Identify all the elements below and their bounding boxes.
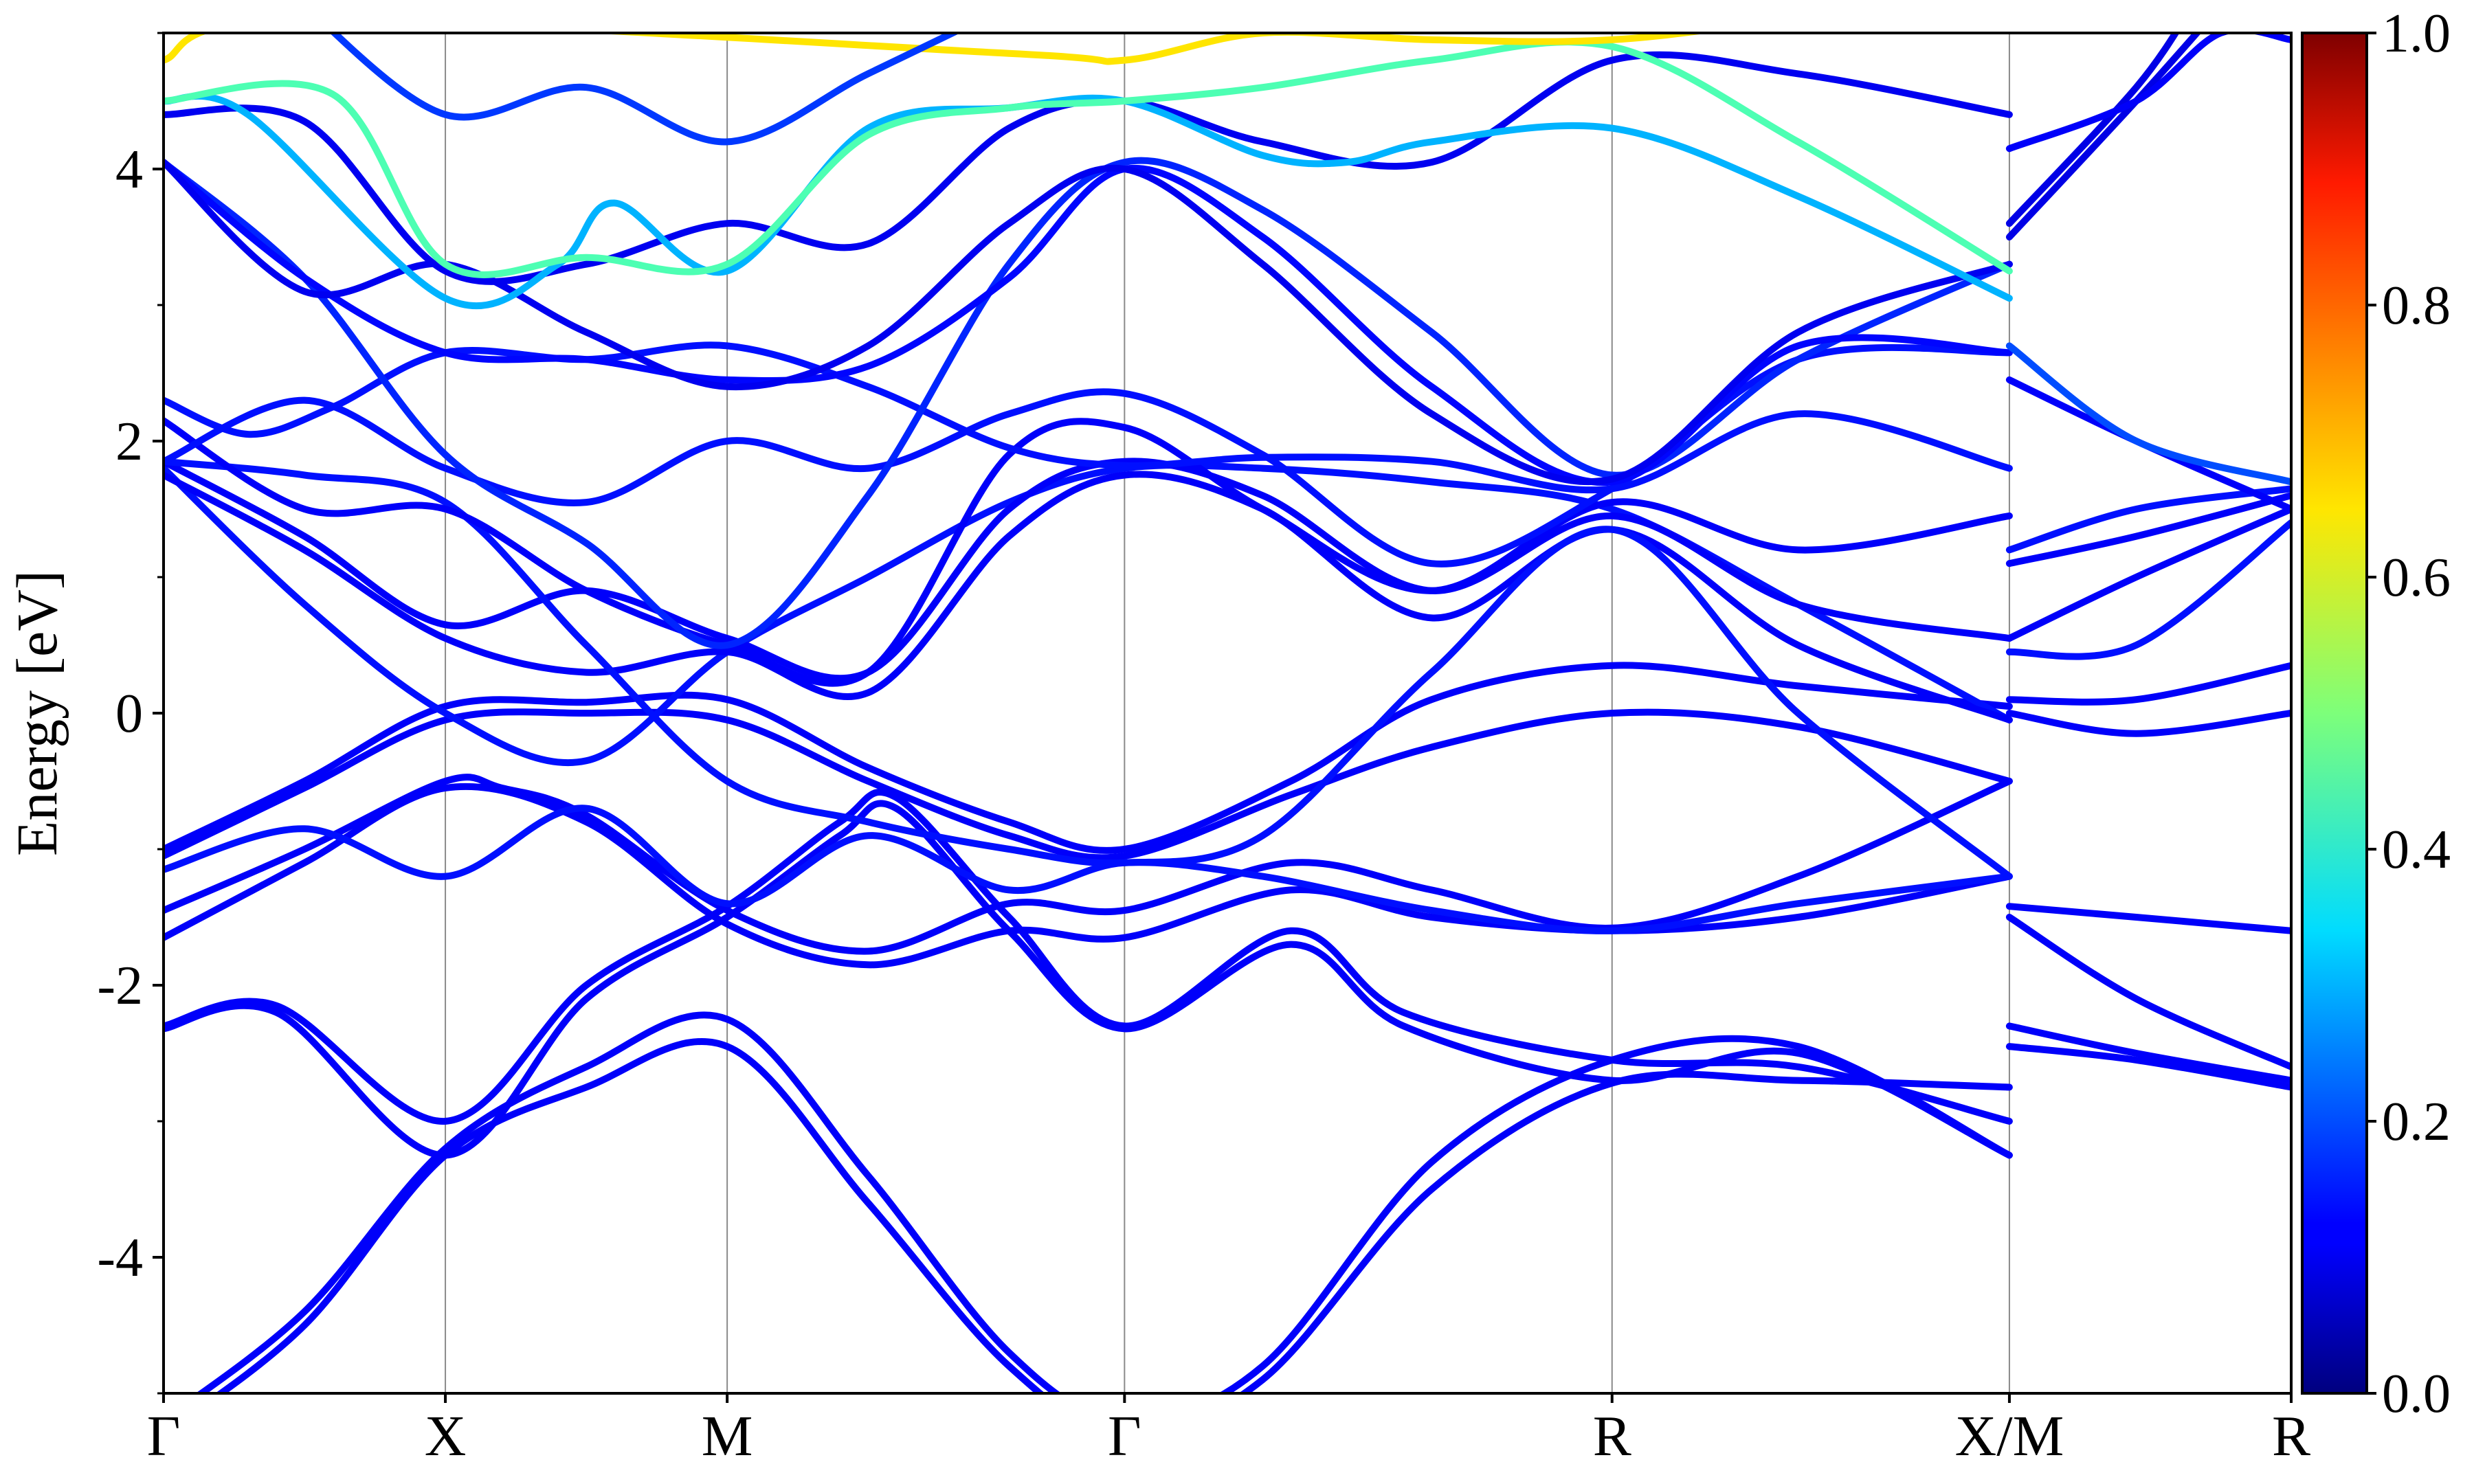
y-tick-label: -4 [97, 1228, 143, 1288]
colorbar-tick-label: 0.6 [2382, 548, 2451, 608]
band-line [164, 341, 2013, 494]
colorbar-tick-label: 0.8 [2382, 276, 2451, 336]
kpoint-label: M [702, 1404, 753, 1468]
band-line [215, 1037, 2013, 1393]
band-line [2005, 662, 2291, 706]
y-axis-label: Energy [eV] [5, 570, 69, 856]
kpoint-label: Γ [147, 1404, 181, 1468]
band-line [164, 471, 2013, 723]
kpoint-label: X [425, 1404, 467, 1468]
bands-layer [164, 33, 2291, 1393]
band-line [164, 159, 2013, 486]
band-line [164, 788, 2013, 1125]
band-line [2005, 903, 2291, 934]
y-tick-label: 2 [115, 412, 143, 472]
band-line [2005, 914, 2291, 1070]
colorbar-gradient [2301, 32, 2368, 1395]
kpoint-label: Γ [1108, 1404, 1141, 1468]
colorbar-tick-label: 0.0 [2382, 1364, 2451, 1424]
band-line [2005, 1043, 2291, 1091]
band-line [329, 33, 961, 146]
band-line [164, 38, 2013, 278]
band-line [164, 662, 2013, 854]
band-line [164, 708, 2013, 862]
band-line [2005, 33, 2180, 227]
band-line [164, 51, 2013, 285]
y-axis: -4 -2 0 2 4 [97, 32, 164, 1395]
colorbar-tick-label: 1.0 [2382, 3, 2451, 64]
band-line [2005, 506, 2291, 642]
y-tick-label: -2 [97, 956, 143, 1016]
band-line [164, 805, 2013, 934]
kpoint-label: R [1593, 1404, 1631, 1468]
band-line [164, 92, 2013, 310]
colorbar-tick-label: 0.2 [2382, 1092, 2451, 1152]
kpoint-label: R [2272, 1404, 2310, 1468]
band-line [164, 458, 2013, 880]
band-line [2005, 492, 2291, 567]
band-line [2005, 710, 2291, 737]
x-axis: Γ X M Γ R X/M R [147, 1393, 2310, 1468]
kpoint-label: X/M [1955, 1404, 2064, 1468]
y-tick-label: 4 [115, 139, 143, 200]
band-line [2005, 485, 2291, 554]
band-line [164, 33, 1710, 65]
band-line [2005, 33, 2202, 240]
colorbar-tick-label: 0.4 [2382, 820, 2451, 880]
band-line [2005, 1022, 2291, 1084]
band-line [2005, 342, 2291, 486]
band-line [2005, 33, 2291, 153]
band-line [2005, 519, 2291, 660]
y-tick-label: 0 [115, 684, 143, 744]
colorbar: 0.0 0.2 0.4 0.6 0.8 1.0 [2301, 3, 2451, 1424]
band-line [164, 458, 2013, 682]
